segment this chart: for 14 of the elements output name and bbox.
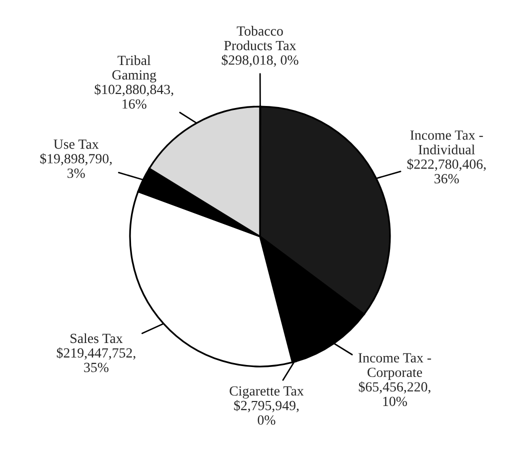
data-label: $65,456,220, 10% [358, 381, 430, 406]
slice-label: Tobacco Products Tax [224, 26, 296, 50]
data-label: $298,018, 0% [222, 54, 298, 67]
data-label: $102,880,843, 16% [94, 84, 174, 109]
slice-label: Use Tax [54, 140, 99, 149]
slice-label: Sales Tax [70, 333, 123, 344]
data-label: $2,795,949, 0% [234, 400, 299, 425]
slice-label: Income Tax - Individual [410, 130, 483, 154]
slice-label: Income Tax - Corporate [358, 353, 432, 380]
data-label: $222,780,406, 36% [407, 158, 486, 184]
data-label: $19,898,790, 3% [40, 153, 112, 178]
data-label: $219,447,752, 35% [56, 347, 136, 372]
slice-label: Tribal Gaming [112, 55, 156, 82]
slice-label: Cigarette Tax [230, 386, 304, 399]
